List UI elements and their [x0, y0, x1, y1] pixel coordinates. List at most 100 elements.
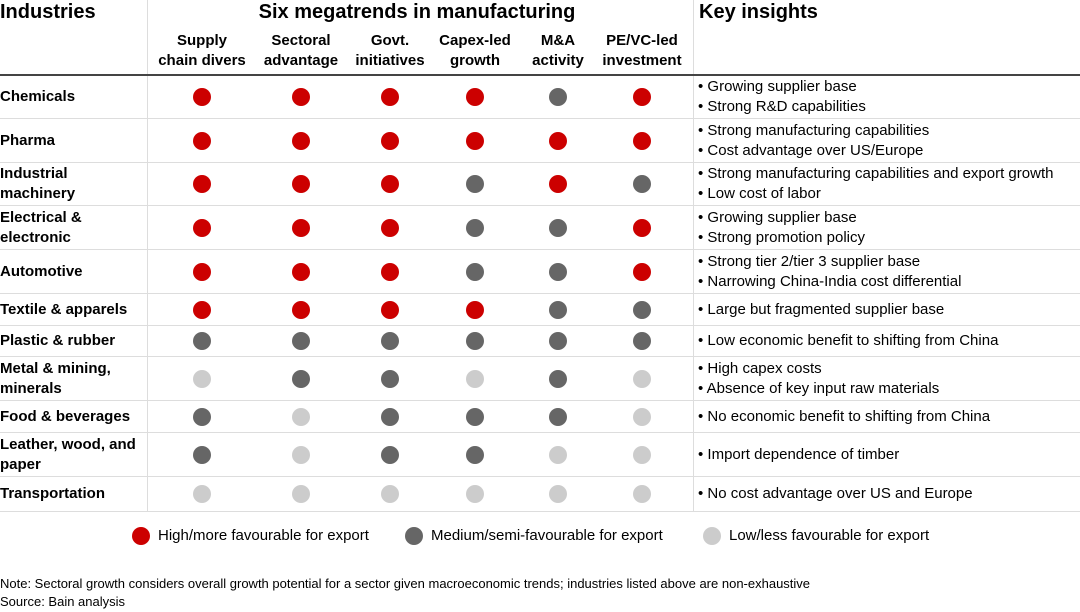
legend-low: Low/less favourable for export	[703, 526, 929, 546]
table-row: Industrial machinery • Strong manufacturi…	[0, 163, 1080, 206]
industry-label: Textile & apparels	[0, 300, 128, 318]
table-row: Textile & apparels • Large but fragmented…	[0, 294, 1080, 326]
rating-dot-M	[381, 445, 399, 464]
rating-dot-L	[633, 369, 651, 388]
bullet-icon: •	[698, 228, 708, 246]
legend-label: Low/less favourable for export	[729, 527, 930, 544]
column-header-line: M&A	[540, 32, 576, 49]
table-row: Food & beverages • No economic benefit to…	[0, 401, 1080, 433]
rating-dot-H	[633, 218, 651, 237]
rating-dot-M	[193, 332, 211, 350]
industry-label: Plastic & rubber	[0, 332, 116, 349]
table-row: Electrical & electronic • Growing supplie…	[0, 206, 1080, 250]
rating-dot-M	[193, 407, 211, 426]
bullet-icon: •	[698, 141, 708, 159]
rating-dot-H	[292, 262, 310, 281]
rating-dot-M	[633, 300, 651, 319]
rating-dot-L	[633, 445, 651, 464]
rating-dot-H	[193, 218, 211, 237]
rating-dot-H	[381, 218, 399, 237]
insights-list: • Growing supplier base • Strong R&D capa…	[698, 77, 866, 117]
insight-item: • Low economic benefit to shifting from …	[698, 331, 998, 351]
bullet-icon: •	[698, 359, 708, 377]
rating-dot-L	[466, 485, 484, 503]
rating-dot-H	[381, 88, 399, 106]
insight-item: • No cost advantage over US and Europe	[698, 484, 973, 504]
rating-dot-M	[466, 332, 484, 350]
insight-text: Growing supplier base	[707, 208, 857, 226]
insights-list: • Large but fragmented supplier base	[698, 300, 944, 320]
column-header: Capex-led growth	[425, 31, 525, 71]
rating-dot-H	[193, 131, 211, 150]
insight-text: Strong tier 2/tier 3 supplier base	[707, 252, 921, 270]
rating-dot-L	[292, 485, 310, 503]
insight-item: • Strong R&D capabilities	[698, 97, 866, 117]
table-row: Transportation • No cost advantage over U…	[0, 477, 1080, 512]
insights-list: • Import dependence of timber	[698, 445, 899, 465]
insight-text: Low economic benefit to shifting from Ch…	[707, 332, 999, 349]
insight-text: Strong promotion policy	[707, 228, 866, 246]
bullet-icon: •	[698, 407, 708, 425]
bullet-icon: •	[698, 78, 708, 95]
insights-list: • No cost advantage over US and Europe	[698, 484, 973, 504]
table-row: Plastic & rubber • Low economic benefit t…	[0, 326, 1080, 357]
industry-label: Chemicals	[0, 88, 76, 105]
rating-dot-M	[466, 218, 484, 237]
table-row: Pharma • Strong manufacturing capabilitie…	[0, 119, 1080, 163]
column-header-line: PE/VC-led	[606, 32, 678, 49]
rating-dot-M	[549, 407, 567, 426]
rating-dot-M	[549, 262, 567, 281]
rating-dot-M	[193, 445, 211, 464]
rating-dot-L	[549, 445, 567, 464]
insight-item: • Strong manufacturing capabilities and …	[698, 164, 1053, 184]
rating-dot-H	[381, 262, 399, 281]
column-header: Govt. initiatives	[340, 31, 440, 71]
insights-list: • Low economic benefit to shifting from …	[698, 331, 998, 351]
legend-label: High/more favourable for export	[158, 527, 369, 544]
bullet-icon: •	[698, 445, 708, 463]
rating-dot-H	[633, 88, 651, 106]
insight-text: Strong R&D capabilities	[707, 98, 866, 115]
legend-high: High/more favourable for export	[132, 526, 369, 546]
insight-text: High capex costs	[707, 359, 822, 377]
rating-dot-M	[292, 369, 310, 388]
insight-text: No economic benefit to shifting from Chi…	[707, 407, 991, 425]
insight-item: • Strong tier 2/tier 3 supplier base	[698, 252, 961, 272]
column-header-line: chain divers	[158, 52, 246, 69]
rating-dot-H	[292, 218, 310, 237]
rating-dot-M	[381, 369, 399, 388]
column-header: M&A activity	[508, 31, 608, 71]
industry-label: Pharma	[0, 131, 56, 149]
rating-dot-M	[549, 88, 567, 106]
rating-dot-M	[381, 407, 399, 426]
insight-item: • Strong manufacturing capabilities	[698, 121, 929, 141]
insight-item: • Strong promotion policy	[698, 228, 865, 248]
bullet-icon: •	[698, 332, 708, 349]
insight-text: No cost advantage over US and Europe	[707, 485, 973, 502]
bullet-icon: •	[698, 121, 708, 139]
insight-item: • Absence of key input raw materials	[698, 379, 939, 399]
insights-list: • High capex costs • Absence of key input…	[698, 359, 939, 399]
insight-text: Growing supplier base	[707, 78, 857, 95]
rating-dot-L	[549, 485, 567, 503]
rating-dot-H	[549, 175, 567, 193]
rating-dot-L	[292, 445, 310, 464]
insights-list: • Strong manufacturing capabilities and …	[698, 164, 1053, 204]
megatrends-heading: Six megatrends in manufacturing	[258, 1, 576, 23]
rating-dot-H	[633, 131, 651, 150]
insight-item: • No economic benefit to shifting from C…	[698, 407, 990, 427]
rating-dot-M	[549, 300, 567, 319]
rating-dot-L	[466, 369, 484, 388]
table-row: Leather, wood, and paper • Import depende…	[0, 433, 1080, 477]
rating-dot-M	[381, 332, 399, 350]
industry-label: Automotive	[0, 262, 83, 280]
insight-item: • Large but fragmented supplier base	[698, 300, 944, 320]
source-note: Source: Bain analysis	[0, 594, 126, 609]
table-row: Chemicals • Growing supplier base • Strong…	[0, 76, 1080, 119]
rating-dot-M	[466, 175, 484, 193]
rating-dot-H	[193, 262, 211, 281]
insight-item: • Import dependence of timber	[698, 445, 899, 465]
rating-dot-H	[292, 175, 310, 193]
rating-dot-H	[381, 300, 399, 319]
insights-list: • No economic benefit to shifting from C…	[698, 407, 990, 427]
